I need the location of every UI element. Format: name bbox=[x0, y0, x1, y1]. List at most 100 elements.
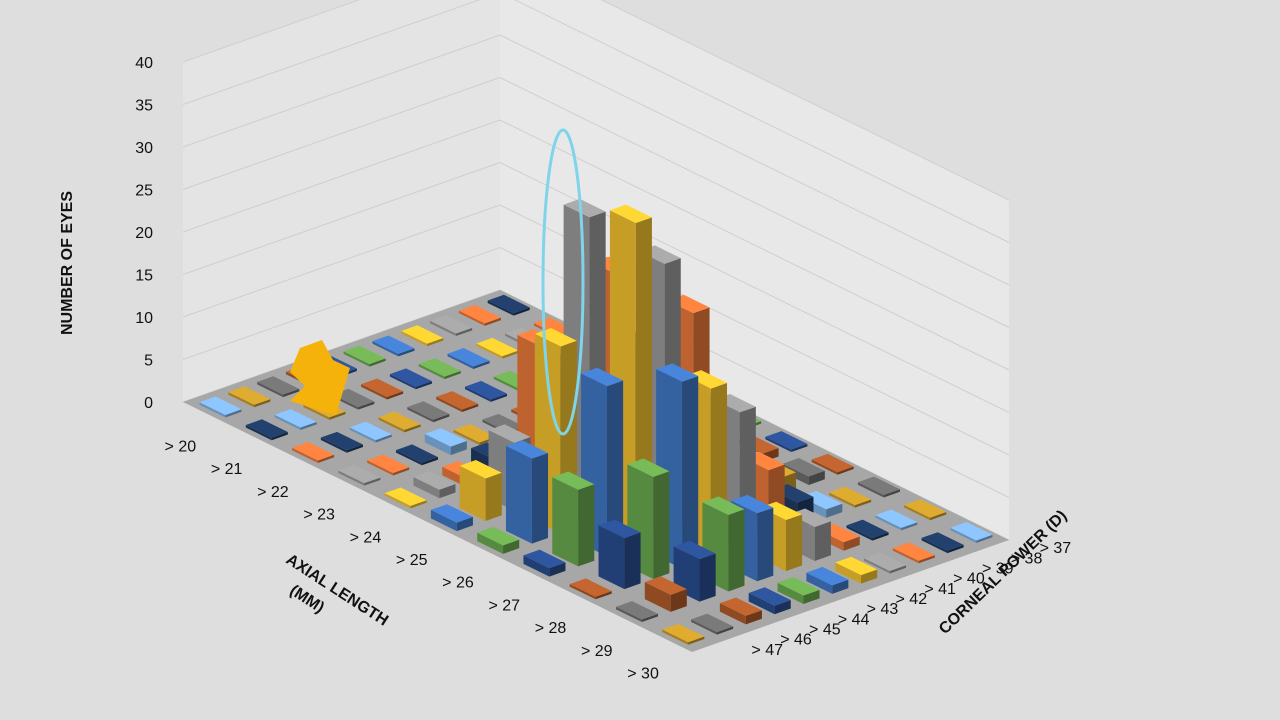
bar-face bbox=[976, 534, 993, 543]
bar-top bbox=[829, 486, 872, 506]
bar-face bbox=[458, 310, 485, 326]
bar bbox=[430, 504, 473, 532]
bar-face bbox=[950, 527, 977, 543]
bar-top bbox=[782, 458, 825, 477]
bar-top bbox=[719, 597, 762, 616]
bar bbox=[904, 499, 947, 521]
bar bbox=[748, 587, 791, 615]
bar bbox=[361, 378, 404, 400]
bar-face bbox=[569, 584, 596, 600]
axial-tick-label: > 26 bbox=[442, 575, 474, 592]
bar-face bbox=[578, 484, 595, 567]
bar-top bbox=[482, 413, 525, 433]
bar-top bbox=[349, 421, 392, 441]
bar-face bbox=[378, 417, 405, 433]
gridline-left bbox=[182, 119, 501, 233]
bar bbox=[447, 348, 490, 369]
bar-top bbox=[430, 504, 473, 523]
bar-face bbox=[670, 589, 687, 612]
bar bbox=[505, 440, 549, 544]
bar-face bbox=[415, 381, 432, 390]
bar-face bbox=[300, 421, 317, 431]
bar-face bbox=[653, 471, 670, 579]
bar-face bbox=[424, 433, 451, 456]
bar bbox=[245, 419, 288, 441]
bar bbox=[950, 522, 993, 543]
bar bbox=[644, 576, 687, 612]
bar-face bbox=[433, 414, 450, 423]
bar-face bbox=[462, 403, 479, 413]
corneal-tick-label: > 41 bbox=[924, 581, 956, 598]
bar-face bbox=[329, 411, 346, 420]
bar-face bbox=[292, 447, 318, 463]
bar bbox=[487, 294, 530, 316]
bar-face bbox=[372, 341, 399, 357]
bar-top bbox=[581, 367, 624, 387]
bar-top bbox=[372, 335, 415, 354]
bar-face bbox=[361, 384, 387, 400]
bar-face bbox=[410, 500, 427, 509]
bar bbox=[464, 380, 508, 402]
bar-top bbox=[892, 542, 935, 561]
bar bbox=[458, 304, 501, 326]
bar bbox=[430, 315, 473, 337]
bar-face bbox=[369, 358, 386, 367]
bar-face bbox=[531, 452, 549, 544]
corneal-power-ticks: > 37> 38> 39> 40> 41> 42> 43> 44> 45> 46… bbox=[751, 540, 1071, 659]
bar-face bbox=[343, 351, 370, 367]
bar-face bbox=[826, 503, 843, 518]
bar-face bbox=[493, 376, 520, 392]
bar bbox=[569, 578, 612, 600]
bars bbox=[199, 198, 993, 645]
bar-face bbox=[662, 629, 689, 645]
bar-top bbox=[199, 396, 242, 415]
axial-tick-label: > 21 bbox=[211, 461, 243, 478]
bar-face bbox=[485, 472, 502, 521]
bar-face bbox=[375, 434, 392, 443]
bar bbox=[274, 409, 317, 431]
bar bbox=[863, 552, 907, 574]
bar bbox=[552, 471, 595, 567]
bar-top bbox=[332, 388, 375, 408]
bar-top bbox=[598, 519, 641, 539]
corneal-tick-label: > 46 bbox=[780, 632, 812, 649]
bar-top bbox=[367, 454, 410, 473]
bar-top bbox=[904, 499, 947, 518]
bar-face bbox=[283, 388, 300, 398]
bar-face bbox=[835, 562, 862, 584]
bar-face bbox=[513, 307, 530, 316]
bar-face bbox=[716, 626, 734, 635]
bar-face bbox=[691, 619, 717, 635]
bar-face bbox=[401, 330, 428, 347]
highlight-ellipse bbox=[541, 128, 585, 436]
z-tick-label: 0 bbox=[144, 395, 153, 412]
z-tick-label: 5 bbox=[144, 353, 153, 370]
bar-face bbox=[606, 380, 624, 557]
bar-face bbox=[777, 582, 804, 605]
right-wall bbox=[500, 0, 1009, 540]
bar-face bbox=[476, 343, 503, 359]
bar bbox=[436, 391, 479, 413]
bar-face bbox=[459, 465, 486, 521]
bar-face bbox=[346, 444, 363, 453]
bar-face bbox=[407, 406, 434, 423]
bar-face bbox=[872, 532, 889, 541]
bar bbox=[292, 442, 335, 463]
axial-tick-label: > 24 bbox=[350, 529, 382, 546]
bar-top bbox=[413, 471, 456, 490]
corneal-tick-label: > 37 bbox=[1040, 540, 1072, 557]
bar bbox=[581, 367, 624, 557]
bar-face bbox=[829, 492, 855, 508]
bar-face bbox=[477, 532, 504, 554]
gridline-left bbox=[182, 0, 360, 63]
bar-top bbox=[505, 440, 549, 459]
bar-top bbox=[257, 376, 300, 395]
bar bbox=[835, 556, 878, 584]
bar-face bbox=[502, 350, 519, 359]
bar-face bbox=[947, 544, 964, 554]
bar-face bbox=[644, 582, 671, 612]
bar-top bbox=[656, 363, 699, 382]
axial-length-ticks: > 20 > 21 > 22 > 23 > 24 > 25 > 26 > 27 > 28 > 29… bbox=[165, 438, 659, 682]
bar-face bbox=[317, 454, 335, 463]
gridline-left bbox=[182, 34, 501, 148]
